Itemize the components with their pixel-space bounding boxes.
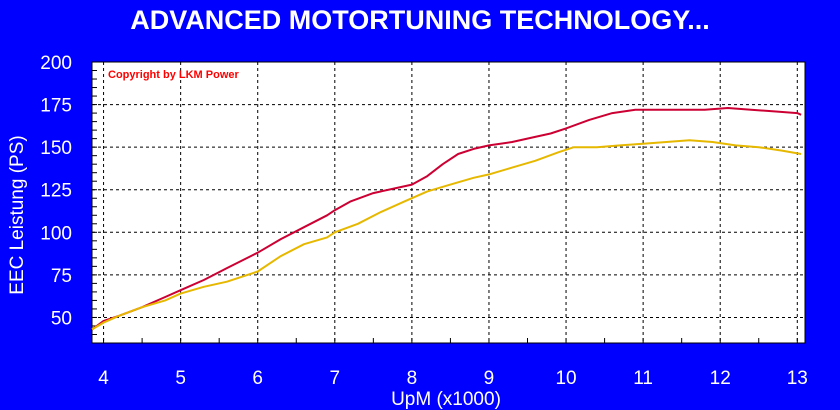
x-tick-label: 12	[710, 368, 731, 389]
series-layer	[91, 107, 802, 331]
y-tick-label: 200	[40, 53, 72, 74]
x-tick-label: 11	[633, 368, 653, 389]
x-tick-label: 10	[555, 368, 576, 389]
chart-title: ADVANCED MOTORTUNING TECHNOLOGY...	[130, 5, 710, 35]
y-tick-label: 175	[40, 96, 72, 117]
y-tick-label: 125	[40, 181, 72, 202]
series-line-1	[91, 107, 802, 331]
y-tick-label: 100	[40, 223, 72, 244]
x-axis-label: UpM (x1000)	[391, 389, 501, 410]
series-line-2	[91, 139, 802, 331]
copyright-annotation: Copyright by LKM Power	[108, 69, 240, 81]
x-tick-labels: 4 5 6 7 8 9 10 11 12 13	[98, 368, 808, 389]
x-tick-label: 5	[175, 368, 186, 389]
x-tick-label: 8	[407, 368, 418, 389]
y-tick-label: 150	[40, 138, 72, 159]
x-tick-label: 9	[484, 368, 495, 389]
y-tick-label: 75	[51, 266, 72, 287]
y-tick-labels: 50 75 100 125 150 175 200	[40, 53, 72, 329]
x-tick-label: 6	[252, 368, 263, 389]
x-tick-label: 7	[330, 368, 341, 389]
y-axis-label: EEC Leistung (PS)	[7, 135, 28, 294]
x-tick-label: 4	[98, 368, 109, 389]
grid-lines	[92, 62, 805, 343]
y-tick-label: 50	[51, 308, 72, 329]
x-tick-label: 13	[787, 368, 808, 389]
